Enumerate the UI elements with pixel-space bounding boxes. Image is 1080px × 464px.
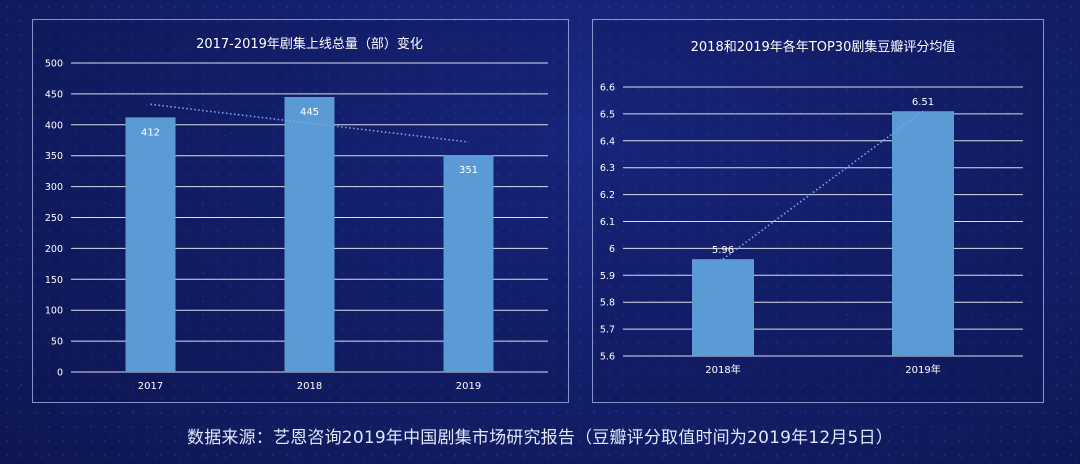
- bar-2019年: [892, 111, 954, 357]
- y-tick-label: 5.9: [600, 271, 615, 282]
- chart-title: 2017-2019年剧集上线总量（部）变化: [196, 36, 423, 52]
- data-label: 445: [300, 107, 319, 118]
- x-tick-label: 2017: [138, 381, 163, 392]
- y-tick-label: 6: [609, 244, 615, 255]
- trendline: [150, 103, 469, 143]
- trendline: [722, 110, 924, 260]
- data-label: 351: [459, 165, 478, 176]
- y-tick-label: 450: [45, 89, 63, 100]
- y-tick-label: 150: [45, 275, 63, 286]
- y-tick-label: 6.5: [600, 109, 615, 120]
- chart-douban-score: 2018和2019年各年TOP30剧集豆瓣评分均值5.65.75.85.966.…: [600, 39, 1023, 376]
- y-tick-label: 300: [45, 182, 63, 193]
- y-tick-label: 100: [45, 306, 63, 317]
- y-tick-label: 6.1: [600, 217, 615, 228]
- bar-2017: [125, 117, 176, 372]
- y-tick-label: 5.6: [600, 352, 615, 363]
- x-tick-label: 2018: [297, 381, 322, 392]
- y-tick-label: 6.2: [600, 190, 615, 201]
- data-label: 412: [141, 127, 160, 138]
- source-note: 数据来源：艺恩咨询2019年中国剧集市场研究报告（豆瓣评分取值时间为2019年1…: [187, 428, 893, 448]
- y-tick-label: 0: [57, 368, 63, 379]
- y-tick-label: 200: [45, 244, 63, 255]
- y-tick-label: 5.8: [600, 298, 615, 309]
- x-tick-label: 2018年: [705, 363, 740, 376]
- chart-title: 2018和2019年各年TOP30剧集豆瓣评分均值: [691, 39, 956, 55]
- bar-2018年: [692, 259, 754, 356]
- chart-panel-douban-score: 2018和2019年各年TOP30剧集豆瓣评分均值 5.6 5.7 5.8 5.9 6 6.…: [592, 19, 1044, 403]
- x-tick-label: 2019年: [905, 363, 940, 376]
- data-label: 6.51: [912, 97, 934, 108]
- y-tick-label: 6.4: [600, 136, 615, 147]
- chart-panel-drama-volume: 2017-2019年剧集上线总量（部）变化 0 50 100 150 200 250 300 3…: [32, 19, 569, 403]
- x-tick-label: 2019: [456, 381, 481, 392]
- y-tick-label: 400: [45, 120, 63, 131]
- bar-2018: [284, 96, 335, 373]
- y-tick-label: 50: [51, 337, 63, 348]
- y-tick-label: 250: [45, 213, 63, 224]
- y-tick-label: 500: [45, 59, 63, 70]
- y-tick-label: 5.7: [600, 325, 615, 336]
- y-tick-label: 350: [45, 151, 63, 162]
- data-label: 5.96: [712, 245, 734, 256]
- y-tick-label: 6.6: [600, 83, 615, 94]
- chart-drama-volume: 2017-2019年剧集上线总量（部）变化 0 50 100 150 200 250 300 3…: [45, 36, 548, 392]
- y-tick-label: 6.3: [600, 163, 615, 174]
- bar-2019: [443, 155, 494, 372]
